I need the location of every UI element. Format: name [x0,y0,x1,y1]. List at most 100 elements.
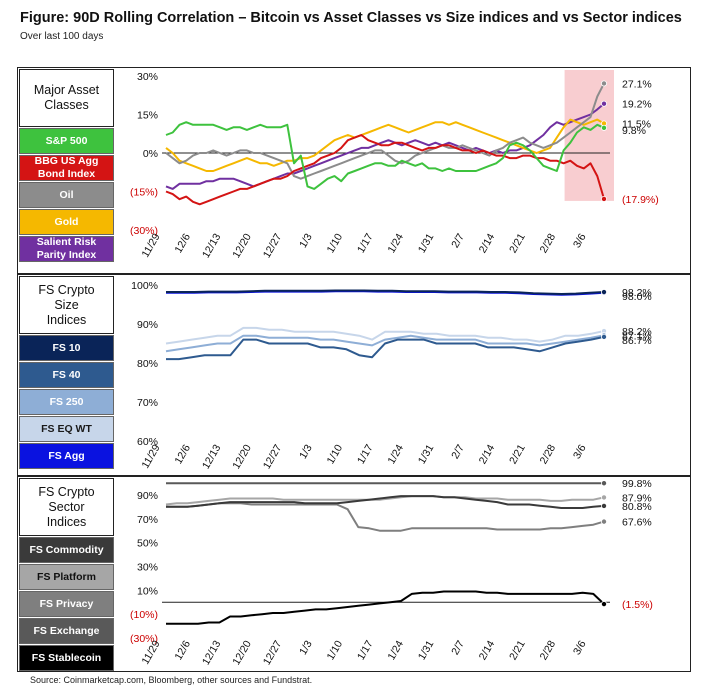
legend-item-fs40: FS 40 [19,362,114,388]
legend-item-salient-risk-parity: Salient Risk Parity Index [19,236,114,262]
x-tick-label: 12/13 [200,638,224,667]
x-tick-label: 1/24 [385,442,406,466]
series-line-fs-eq-wt [165,326,605,345]
x-tick-label: 12/27 [261,442,285,471]
x-tick-label: 1/3 [297,442,315,461]
y-tick-label: 100% [131,280,158,292]
series-line-fs-platform [165,495,605,506]
x-tick-label: 12/20 [230,231,254,260]
x-tick-label: 2/21 [507,442,528,466]
x-tick-label: 1/17 [355,638,376,662]
legend-item-fs-exchange: FS Exchange [19,618,114,644]
x-tick-label: 2/28 [538,442,559,466]
end-value-label: (1.5%) [622,599,653,611]
legend-item-fs-eq-wt: FS EQ WT [19,416,114,442]
figure-subtitle: Over last 100 days [20,31,104,42]
x-tick-label: 1/3 [297,638,315,657]
x-tick-label: 1/10 [325,442,346,466]
y-tick-label: 90% [137,490,158,502]
y-tick-label: (30%) [130,633,158,645]
x-tick-label: 1/31 [416,638,437,662]
series-end-marker [600,289,607,296]
legend-item-oil: Oil [19,182,114,208]
legend-item-fs-commodity: FS Commodity [19,537,114,563]
x-tick-label: 1/24 [385,638,406,662]
legend: FS Crypto Size Indices FS 10 FS 40 FS 25… [19,276,114,470]
end-value-label: 11.5% [622,118,651,130]
y-tick-label: 90% [137,319,158,331]
y-tick-label: 30% [137,561,158,573]
series-line-fs-250 [165,334,605,353]
x-tick-label: 2/7 [449,638,467,657]
end-value-label: 87.9% [622,492,652,504]
legend-item-bbg-us-agg: BBG US Agg Bond Index [19,155,114,181]
end-value-label: 86.7% [622,335,652,347]
series-end-marker [600,100,607,107]
series-line-fs-privacy [166,502,605,532]
x-tick-label: 3/6 [571,231,589,250]
y-tick-label: (10%) [130,609,158,621]
series-end-marker [600,195,607,202]
x-tick-label: 12/20 [230,442,254,471]
x-tick-label: 2/14 [477,638,498,662]
legend-heading: FS Crypto Size Indices [19,276,114,334]
y-tick-label: 70% [137,397,158,409]
end-value-label: (17.9%) [622,194,659,206]
x-tick-label: 2/21 [507,638,528,662]
x-tick-label: 2/7 [449,442,467,461]
x-tick-label: 12/6 [172,231,193,255]
end-value-label: 19.2% [622,99,652,111]
highlight-region [564,70,614,201]
figure-title: Figure: 90D Rolling Correlation – Bitcoi… [20,10,682,26]
series-end-marker [600,502,607,509]
x-tick-label: 12/6 [172,442,193,466]
x-tick-label: 2/28 [538,231,559,255]
x-tick-label: 12/6 [172,638,193,662]
x-tick-label: 1/31 [416,231,437,255]
x-tick-label: 12/13 [200,442,224,471]
y-tick-label: 80% [137,358,158,370]
y-tick-label: 10% [137,585,158,597]
series-line-fs-commodity [166,495,605,509]
series-line-oil [165,82,605,180]
y-tick-label: 70% [137,514,158,526]
series-line-fs-40 [166,335,605,361]
legend-item-sp500: S&P 500 [19,128,114,154]
x-tick-label: 3/6 [571,638,589,657]
series-end-marker [600,480,607,487]
series-end-marker [600,124,607,131]
series-line-fs-stablecoin [166,590,605,625]
x-tick-label: 1/17 [355,442,376,466]
y-tick-label: 15% [137,110,158,122]
end-value-label: 99.8% [622,478,652,490]
x-tick-label: 1/17 [355,231,376,255]
x-tick-label: 1/24 [385,231,406,255]
x-tick-label: 1/10 [325,638,346,662]
x-tick-label: 2/14 [477,231,498,255]
legend-item-fs-stablecoin: FS Stablecoin [19,645,114,671]
x-tick-label: 2/7 [449,231,467,250]
chart-size-indices: 100%90%80%70%60%11/29 12/6 12/13 12/20 12/27… [131,280,652,471]
legend-item-fs-platform: FS Platform [19,564,114,590]
panel-sector-indices: FS Crypto Sector Indices FS Commodity FS… [17,476,691,672]
end-value-label: 87.1% [622,330,652,342]
chart-major-asset-classes: 30%15%0%(15%)(30%)11/29 12/6 12/13 12/20 12/… [130,70,659,260]
series-line-bbg-us-agg-bond-index [165,134,605,206]
x-tick-label: 1/31 [416,442,437,466]
end-value-label: 98.2% [622,287,652,299]
y-tick-label: (15%) [130,187,158,199]
y-tick-label: 50% [137,538,158,550]
y-tick-label: 0% [143,148,158,160]
end-value-label: 80.8% [622,501,652,513]
x-tick-label: 2/14 [477,442,498,466]
x-tick-label: 2/21 [507,231,528,255]
x-tick-label: 12/27 [261,638,285,667]
y-tick-label: (30%) [130,225,158,237]
x-tick-label: 12/20 [230,638,254,667]
series-end-marker [600,601,607,608]
legend-heading: FS Crypto Sector Indices [19,478,114,536]
panel-size-indices: FS Crypto Size Indices FS 10 FS 40 FS 25… [17,274,691,476]
series-end-marker [600,80,607,87]
x-tick-label: 1/10 [325,231,346,255]
chart-sector-indices: 90%70%50%30%10%(10%)(30%)11/29 12/6 12/13 1… [130,478,653,667]
